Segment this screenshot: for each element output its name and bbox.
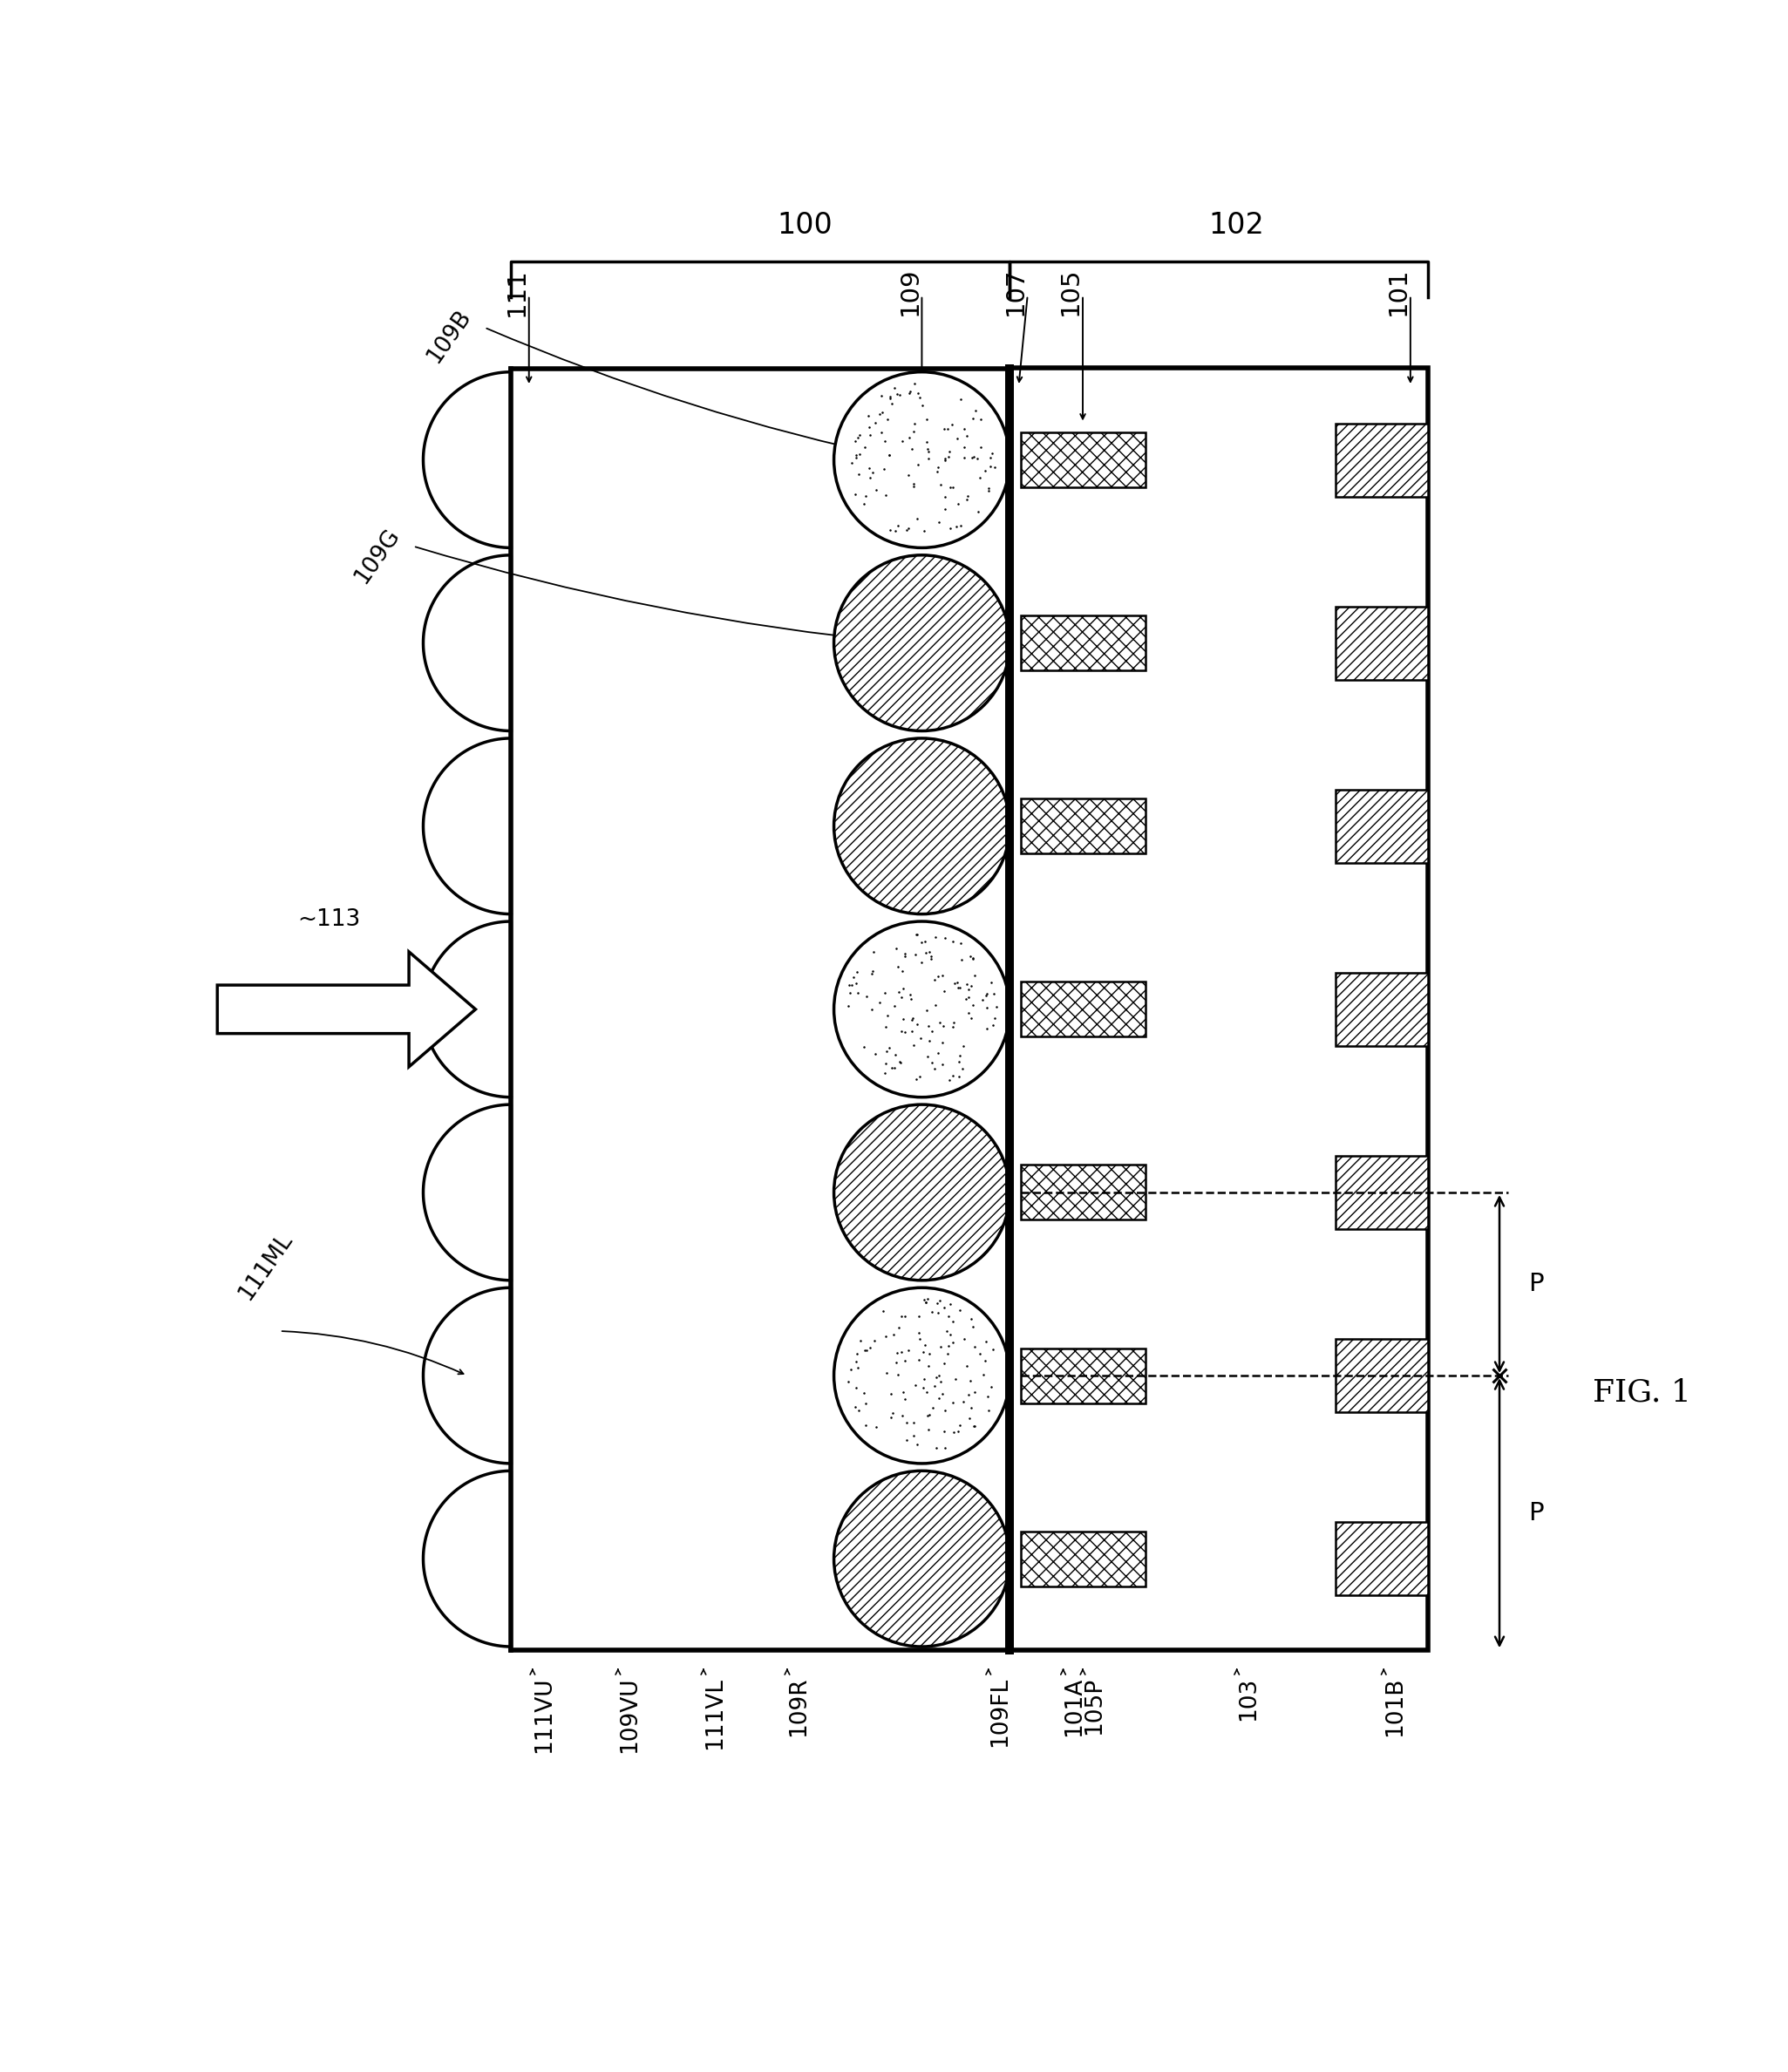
Text: 101A: 101A bbox=[1064, 1676, 1085, 1736]
Text: 111: 111 bbox=[504, 267, 529, 317]
Bar bbox=[1021, 1531, 1144, 1587]
Bar bbox=[1336, 1523, 1429, 1595]
Text: 105: 105 bbox=[1058, 267, 1084, 315]
Text: 103: 103 bbox=[1237, 1676, 1259, 1722]
Bar bbox=[1021, 1349, 1144, 1403]
Circle shape bbox=[833, 922, 1010, 1098]
Text: 111VL: 111VL bbox=[703, 1676, 726, 1749]
Bar bbox=[1021, 982, 1144, 1036]
Polygon shape bbox=[218, 951, 476, 1067]
Bar bbox=[1336, 423, 1429, 497]
Text: 109R: 109R bbox=[787, 1676, 810, 1736]
Text: 107: 107 bbox=[1003, 267, 1028, 315]
Bar bbox=[1021, 798, 1144, 854]
Text: P: P bbox=[1529, 1272, 1543, 1297]
Bar bbox=[1021, 615, 1144, 671]
Text: 109B: 109B bbox=[422, 305, 476, 367]
Bar bbox=[1021, 1164, 1144, 1220]
Bar bbox=[1336, 789, 1429, 862]
Circle shape bbox=[833, 1104, 1010, 1280]
Text: P: P bbox=[1529, 1500, 1543, 1525]
Circle shape bbox=[833, 555, 1010, 731]
Bar bbox=[1336, 1156, 1429, 1229]
Text: 101: 101 bbox=[1386, 267, 1411, 315]
Text: 111ML: 111ML bbox=[234, 1229, 297, 1305]
Text: 109: 109 bbox=[898, 267, 923, 315]
Bar bbox=[1010, 369, 1429, 1649]
Bar bbox=[1336, 607, 1429, 680]
Text: 109VU: 109VU bbox=[619, 1676, 640, 1753]
Circle shape bbox=[833, 1287, 1010, 1463]
Text: 101B: 101B bbox=[1384, 1676, 1407, 1736]
Bar bbox=[1021, 433, 1144, 487]
Text: 105P: 105P bbox=[1084, 1676, 1105, 1734]
Bar bbox=[1336, 1339, 1429, 1413]
Text: 111VU: 111VU bbox=[533, 1676, 556, 1753]
Circle shape bbox=[833, 373, 1010, 547]
Bar bbox=[1336, 972, 1429, 1046]
Text: 109FL: 109FL bbox=[989, 1676, 1010, 1747]
Text: 100: 100 bbox=[778, 211, 833, 240]
Circle shape bbox=[833, 738, 1010, 914]
Text: 102: 102 bbox=[1209, 211, 1264, 240]
Text: ~113: ~113 bbox=[297, 908, 359, 930]
Circle shape bbox=[833, 1471, 1010, 1647]
Text: FIG. 1: FIG. 1 bbox=[1593, 1378, 1691, 1407]
Text: 109G: 109G bbox=[350, 524, 404, 588]
